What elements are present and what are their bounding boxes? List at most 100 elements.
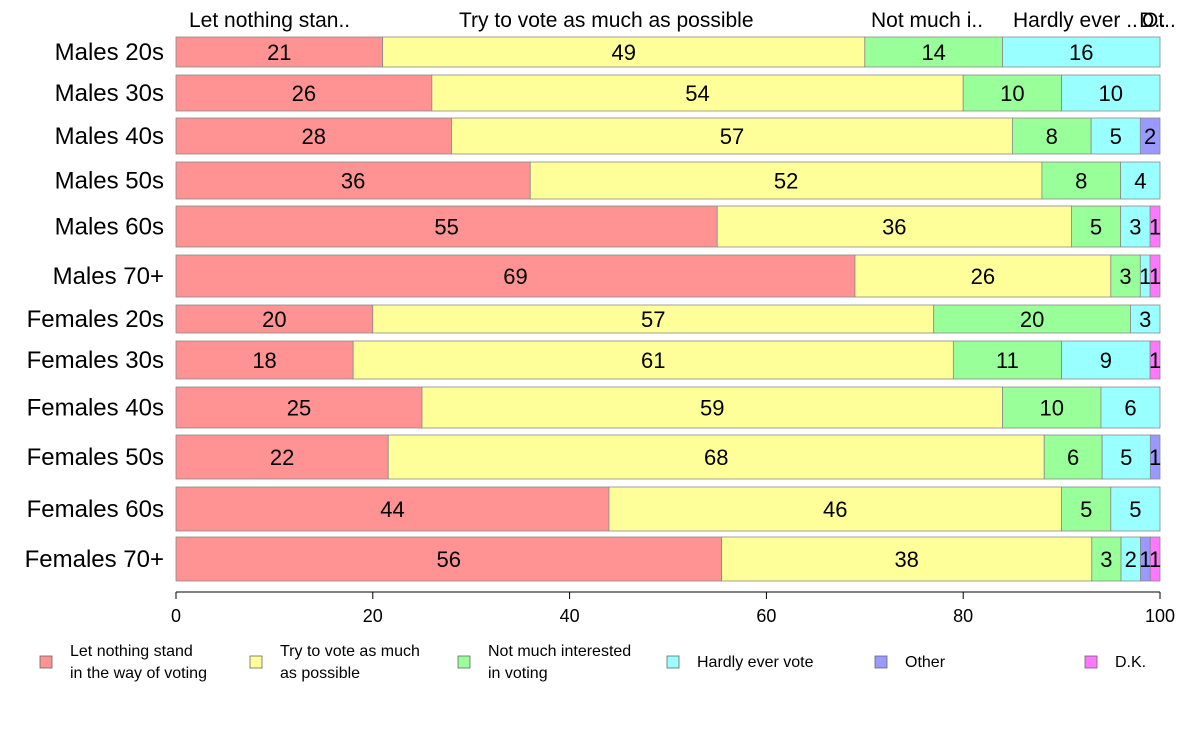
legend-swatch (249, 655, 263, 669)
bar-segment (175, 205, 718, 248)
legend-label: in the way of voting (70, 665, 207, 682)
bar-segment (372, 304, 935, 334)
bar-value-label: 3 (1129, 215, 1141, 240)
bar-value-label: 20 (1020, 307, 1044, 332)
bar-segment (1149, 340, 1161, 380)
top-series-label: Not much i.. (871, 9, 983, 32)
bar-segment (387, 434, 1045, 480)
bar-value-label: 5 (1120, 445, 1132, 470)
legend-swatch (874, 655, 888, 669)
bar-segment (716, 205, 1072, 248)
bar-segment (1061, 74, 1161, 112)
bar-segment (1061, 340, 1151, 380)
bar-value-label: 36 (341, 169, 365, 194)
bar-value-label: 5 (1080, 497, 1092, 522)
bar-segment (1090, 117, 1141, 155)
bar-value-label: 1 (1139, 547, 1151, 572)
bar-segment (1149, 434, 1161, 480)
top-series-label: Ot.. (1142, 9, 1176, 32)
bar-segment (1120, 205, 1151, 248)
bar-segment (175, 304, 374, 334)
bar-value-label: 1 (1149, 445, 1161, 470)
bar-segment (421, 386, 1003, 429)
bar-value-label: 2 (1125, 547, 1137, 572)
bar-value-label: 38 (894, 547, 918, 572)
bar-segment (352, 340, 954, 380)
category-label: Males 30s (55, 80, 164, 107)
bar-value-label: 3 (1100, 547, 1112, 572)
bar-value-label: 69 (503, 264, 527, 289)
bar-value-label: 26 (971, 264, 995, 289)
bar-segment (1012, 117, 1092, 155)
bar-value-label: 59 (700, 396, 724, 421)
legend-swatch (666, 655, 680, 669)
bar-value-label: 16 (1069, 40, 1093, 65)
bar-value-label: 52 (774, 169, 798, 194)
category-label: Females 70+ (25, 546, 164, 573)
top-series-labels: Let nothing stan.. Try to vote as much as… (189, 9, 1176, 32)
bar-segment (431, 74, 964, 112)
bar-value-label: 25 (287, 396, 311, 421)
bar-value-label: 10 (1099, 81, 1123, 106)
legend-label: Other (905, 654, 946, 671)
bar-value-label: 68 (704, 445, 728, 470)
bar-segment (175, 486, 610, 532)
bar-value-label: 61 (641, 348, 665, 373)
bar-value-label: 22 (270, 445, 294, 470)
x-tick-label: 20 (363, 606, 383, 626)
legend-swatch (457, 655, 471, 669)
bar-value-label: 36 (882, 215, 906, 240)
category-label: Females 20s (27, 306, 164, 333)
bar-segment (1130, 304, 1161, 334)
bar-segment (175, 386, 423, 429)
legend-swatch (39, 655, 53, 669)
bar-value-label: 1 (1149, 264, 1161, 289)
bar-value-label: 1 (1149, 348, 1161, 373)
bar-segment (1110, 486, 1161, 532)
bar-value-label: 18 (252, 348, 276, 373)
legend-label: Not much interested (488, 643, 631, 660)
bar-segment (1149, 205, 1161, 248)
bar-value-label: 57 (641, 307, 665, 332)
bar-value-label: 46 (823, 497, 847, 522)
x-tick-label: 80 (953, 606, 973, 626)
bar-segment (608, 486, 1063, 532)
bar-value-label: 49 (611, 40, 635, 65)
bar-segment (451, 117, 1013, 155)
bar-value-label: 1 (1149, 547, 1161, 572)
x-tick-label: 0 (171, 606, 181, 626)
category-label: Males 60s (55, 214, 164, 241)
legend-label: Hardly ever vote (697, 654, 814, 671)
legend-swatch (1084, 655, 1098, 669)
x-tick-label: 60 (756, 606, 776, 626)
bar-value-label: 5 (1110, 124, 1122, 149)
category-label: Males 70+ (53, 263, 164, 290)
bar-segment (175, 117, 452, 155)
bar-value-label: 21 (267, 40, 291, 65)
bar-segment (1002, 36, 1161, 68)
x-tick-label: 40 (560, 606, 580, 626)
bar-value-label: 2 (1144, 124, 1156, 149)
bar-segment (175, 536, 722, 582)
x-tick-label: 100 (1145, 606, 1175, 626)
bar-segment (1149, 254, 1161, 298)
bar-segment (1002, 386, 1102, 429)
bar-value-label: 44 (380, 497, 404, 522)
category-label: Females 30s (27, 347, 164, 374)
bar-value-label: 4 (1134, 169, 1146, 194)
legend: Let nothing stand in the way of voting Try… (39, 643, 1146, 682)
legend-label: Let nothing stand (70, 643, 193, 660)
bar-value-label: 5 (1129, 497, 1141, 522)
bar-segment (175, 254, 856, 298)
category-label: Males 40s (55, 123, 164, 150)
bar-segment (1041, 161, 1122, 200)
bar-value-label: 57 (720, 124, 744, 149)
bar-segment (952, 340, 1062, 380)
bar-value-label: 6 (1067, 445, 1079, 470)
bar-value-label: 9 (1100, 348, 1112, 373)
bar-value-label: 54 (685, 81, 709, 106)
x-axis: 0 20 40 60 80 100 (171, 591, 1175, 626)
bar-segment (382, 36, 866, 68)
